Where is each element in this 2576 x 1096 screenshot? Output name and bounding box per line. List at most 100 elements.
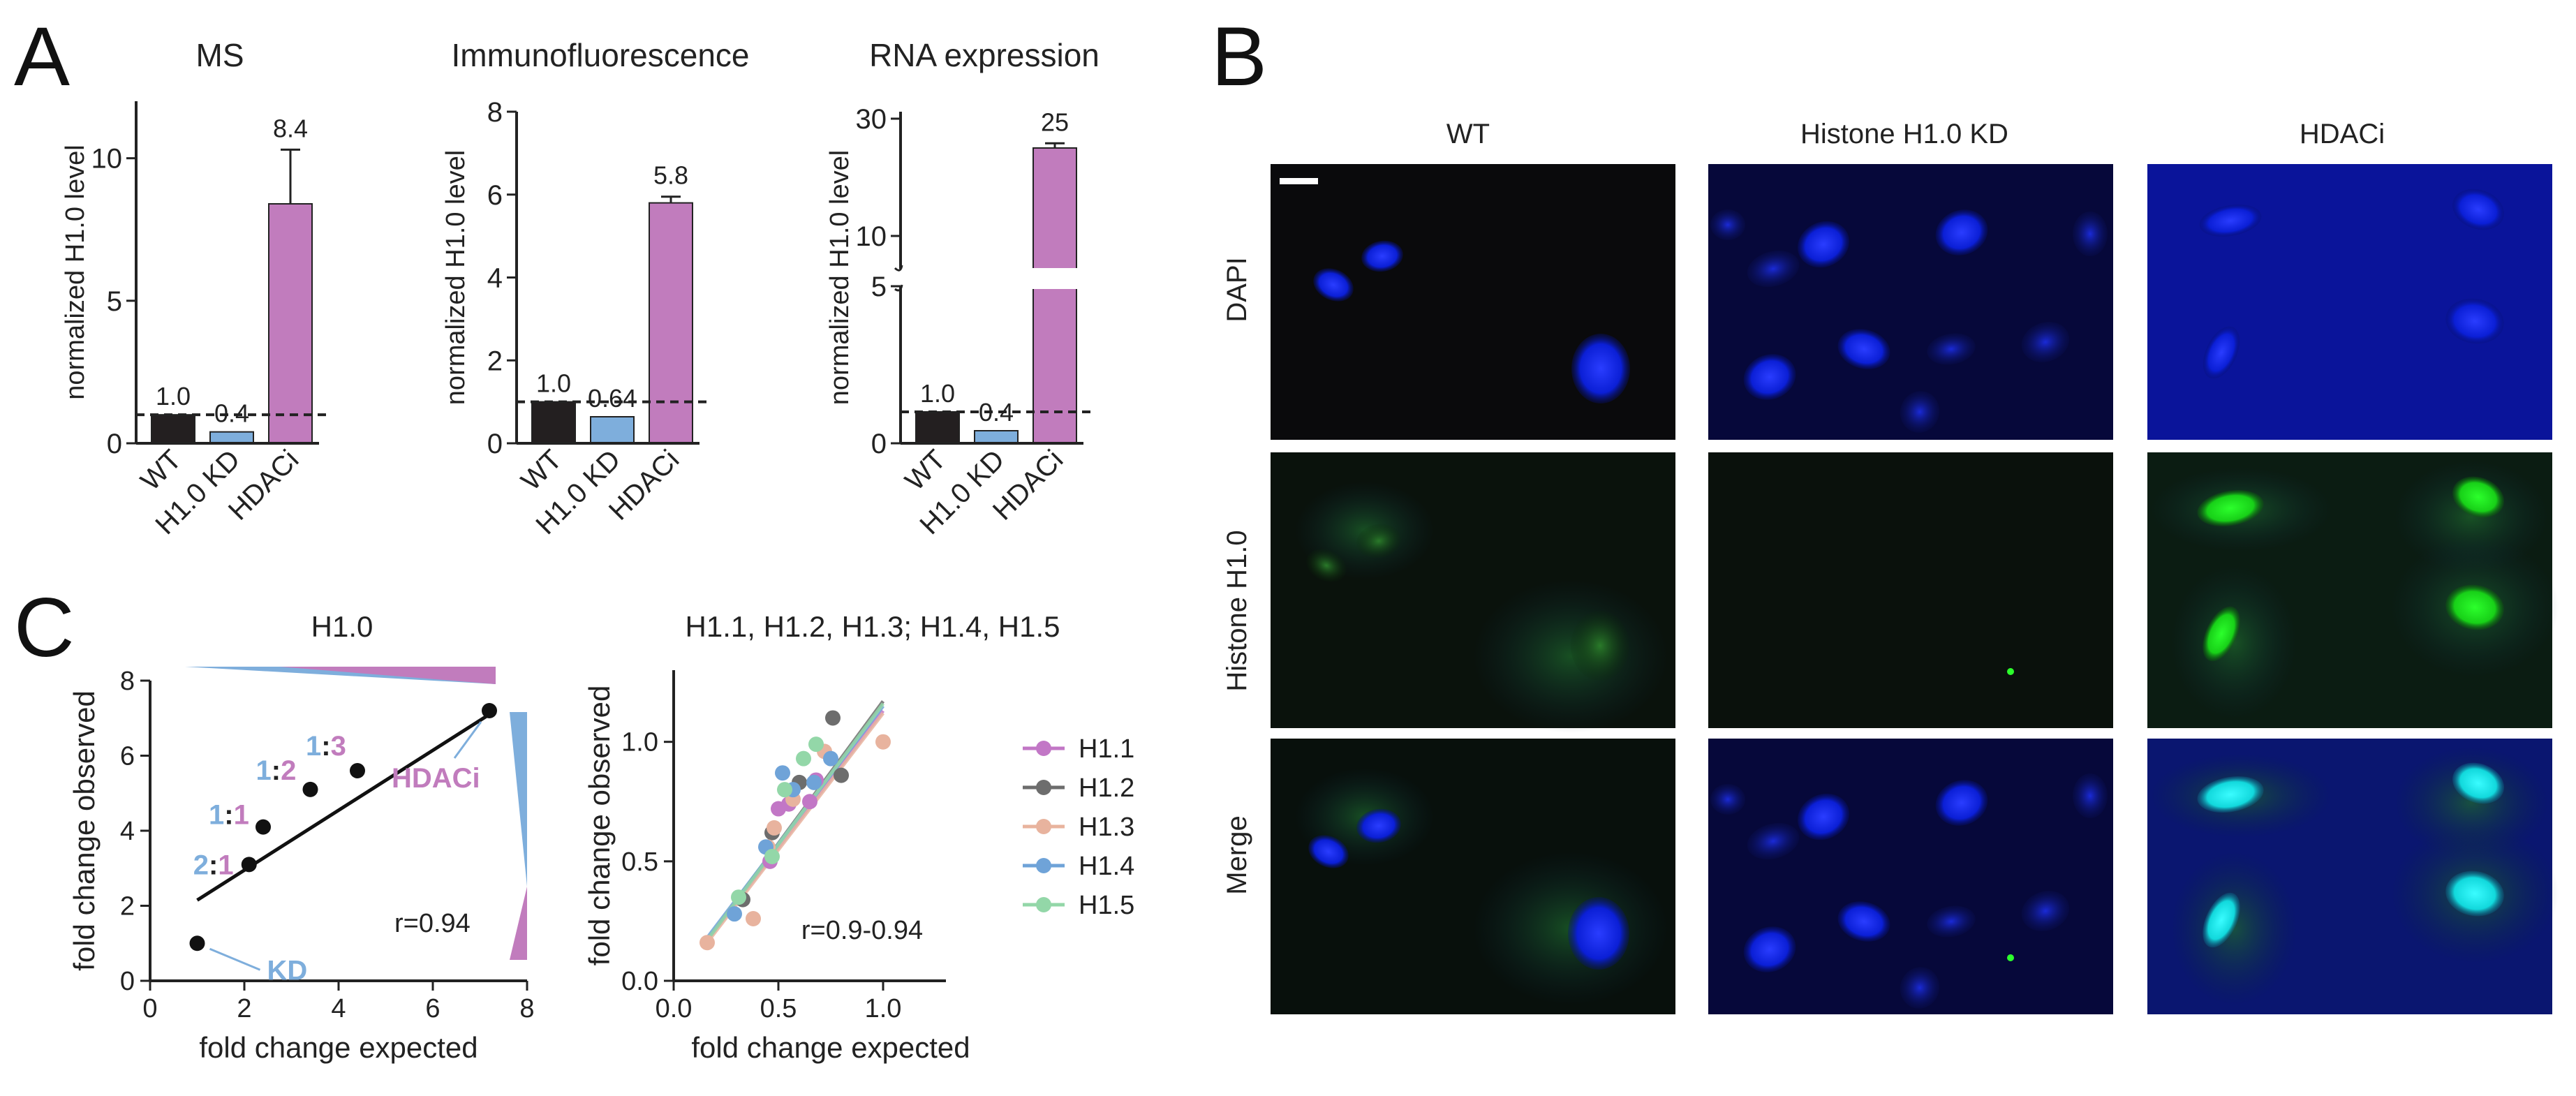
column-header-hdaci: HDACi (2300, 119, 2385, 149)
legend-marker (1036, 780, 1051, 795)
data-point-h1-3 (767, 820, 782, 836)
y-tick-label: 10 (856, 221, 887, 252)
hdaci-label: HDACi (392, 763, 480, 794)
x-tick-label: 0.5 (760, 994, 797, 1023)
chart-title: Immunofluorescence (452, 37, 750, 73)
ratio-label: 1:1 (209, 800, 249, 831)
data-point-h1-2 (834, 767, 849, 783)
scatter-right-title: H1.1, H1.2, H1.3; H1.4, H1.5 (686, 610, 1060, 643)
panel-label-b: B (1211, 10, 1267, 103)
bar-value-label: 1.0 (536, 369, 571, 398)
kd-right-wedge (510, 712, 527, 887)
hdaci-pointer (453, 721, 482, 759)
bar-value-label: 0.64 (588, 384, 637, 413)
y-tick-label: 4 (487, 263, 503, 294)
bar-h1-0-kd (974, 430, 1019, 444)
y-tick-label: 0 (487, 429, 503, 459)
axis-break-mark (894, 265, 903, 272)
legend-label: H1.1 (1079, 734, 1134, 764)
x-axis-label: fold change expected (691, 1031, 970, 1064)
data-point-h1-4 (806, 774, 822, 790)
data-point (302, 781, 318, 797)
x-tick-label: 2 (237, 994, 251, 1023)
axis-break-mark (894, 284, 903, 292)
data-point-h1-3 (746, 911, 761, 926)
y-tick-label: 4 (120, 817, 135, 846)
y-tick-label: 0.0 (621, 967, 658, 996)
data-point-h1-5 (764, 849, 780, 864)
bar-value-label: 5.8 (653, 161, 688, 190)
y-tick-label: 1.0 (621, 728, 658, 757)
r-value: r=0.9-0.94 (801, 916, 923, 945)
data-point-h1-4 (823, 750, 838, 767)
legend-label: H1.2 (1079, 773, 1134, 803)
y-tick-label: 0 (871, 429, 887, 459)
data-point-h1-4 (727, 906, 742, 922)
bar-hdaci (649, 202, 693, 444)
y-axis-label: fold change observed (68, 690, 101, 971)
data-point-h1-5 (731, 889, 746, 905)
column-header-kd: Histone H1.0 KD (1800, 119, 2008, 149)
column-header-wt: WT (1446, 119, 1490, 149)
bar-value-label: 1.0 (156, 382, 191, 410)
y-tick-label: 0 (107, 429, 122, 459)
data-point-h1-4 (775, 765, 790, 781)
legend-label: H1.4 (1079, 852, 1134, 881)
bar-break-gap (1030, 268, 1079, 289)
chart-title: MS (196, 37, 244, 73)
legend-marker (1036, 897, 1051, 912)
data-point-h1-3 (699, 935, 715, 951)
row-label-merge: Merge (1222, 815, 1252, 894)
y-tick-label: 30 (856, 104, 887, 135)
row-label-dapi: DAPI (1222, 257, 1252, 322)
x-tick-label: 8 (519, 994, 534, 1023)
bar-wt (151, 414, 195, 445)
image-dapi-hdaci (2147, 164, 2552, 440)
bar-hdaci (1032, 147, 1077, 444)
legend-item: H1.3 (1023, 813, 1134, 842)
y-tick-label: 2 (120, 892, 135, 921)
data-point (482, 703, 497, 718)
x-tick-label: 1.0 (865, 994, 902, 1023)
legend-item: H1.4 (1023, 852, 1134, 881)
kd-label: KD (267, 955, 308, 986)
data-point (350, 763, 365, 778)
x-tick-label: 6 (425, 994, 440, 1023)
x-tick-label: 0 (142, 994, 157, 1023)
scatter-left-title: H1.0 (311, 610, 373, 643)
ratio-label: 1:3 (306, 731, 346, 762)
image-histone-wt (1271, 452, 1675, 733)
bar-value-label: 0.4 (214, 399, 249, 428)
y-tick-label: 0 (120, 967, 135, 996)
image-histone-kd (1708, 452, 2113, 728)
y-tick-label: 8 (487, 97, 503, 128)
image-merge-wt (1271, 739, 1675, 1014)
legend-marker (1036, 819, 1051, 834)
ratio-label: 1:2 (256, 755, 297, 786)
bar-value-label: 0.4 (979, 398, 1014, 427)
image-merge-hdaci (2147, 739, 2559, 1014)
legend-item: H1.5 (1023, 891, 1134, 920)
x-tick-label: 4 (331, 994, 346, 1023)
legend-marker (1036, 858, 1051, 873)
y-axis-label: normalized H1.0 level (825, 150, 854, 405)
data-point-h1-5 (796, 750, 811, 767)
y-tick-label: 0.5 (621, 847, 658, 877)
x-tick-label: 0.0 (656, 994, 693, 1023)
data-point (189, 935, 205, 951)
bar-h1-0-kd (590, 416, 635, 444)
r-value: r=0.94 (394, 909, 471, 938)
y-tick-label: 10 (91, 144, 123, 175)
legend-marker (1036, 741, 1051, 756)
bar-value-label: 25 (1041, 108, 1069, 136)
scale-bar (1280, 178, 1318, 184)
legend-item: H1.2 (1023, 773, 1134, 803)
y-tick-label: 6 (487, 180, 503, 211)
data-point-h1-5 (777, 782, 792, 798)
data-point (241, 857, 257, 873)
image-histone-hdaci (2147, 452, 2559, 728)
hdaci-top-wedge (279, 667, 496, 684)
image-dapi-kd (1708, 164, 2113, 440)
